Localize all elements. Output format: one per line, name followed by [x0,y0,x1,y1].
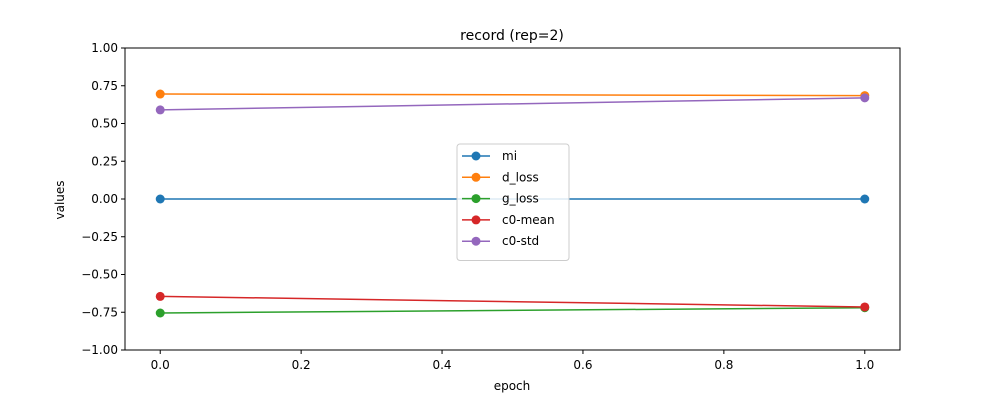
data-point-c0-std [155,105,165,115]
legend-marker-c0-std [471,236,481,246]
y-tick-label: −0.25 [81,230,118,244]
legend-label-c0-mean: c0-mean [502,213,555,227]
legend: mi d_loss g_loss c0-mean c0-std [456,143,570,261]
legend-marker-g_loss [471,194,481,204]
legend-marker-mi [471,151,481,161]
chart-title: record (rep=2) [460,28,564,44]
y-tick-label: −1.00 [81,343,118,357]
x-axis-label: epoch [494,379,531,393]
y-tick-label: −0.50 [81,268,118,282]
plot-area: 0.0 0.2 0.4 0.6 0.8 1.0 1.00 0.75 0.50 0.25 0.00 −0… [81,41,901,372]
series-line-c0-std [160,97,865,111]
legend-label-d_loss: d_loss [502,170,539,184]
data-point-c0-mean [860,302,870,312]
legend-label-mi: mi [502,149,517,163]
legend-marker-d_loss [471,172,481,182]
legend-box [456,143,570,261]
y-tick-label: 0.00 [91,192,118,206]
data-point-mi [860,194,870,204]
legend-label-g_loss: g_loss [502,192,539,206]
x-tick-label: 0.4 [432,358,451,372]
y-tick-label: 0.50 [91,117,118,131]
y-tick-label: 0.25 [91,154,118,168]
series-line-c0-mean [160,295,865,308]
x-tick-label: 0.2 [292,358,311,372]
legend-marker-c0-mean [471,215,481,225]
data-point-g_loss [155,308,165,318]
y-axis-label: values [53,180,67,219]
legend-label-c0-std: c0-std [502,234,539,248]
series-line-d_loss [160,93,865,97]
x-tick-label: 1.0 [855,358,874,372]
y-tick-label: 1.00 [91,41,118,55]
y-tick-label: 0.75 [91,79,118,93]
x-tick-label: 0.0 [151,358,170,372]
x-tick-label: 0.8 [714,358,733,372]
y-tick-label: −0.75 [81,305,118,319]
series-line-g_loss [160,306,865,314]
x-tick-label: 0.6 [573,358,592,372]
data-point-c0-std [860,93,870,103]
data-point-c0-mean [155,291,165,301]
data-point-d_loss [155,89,165,99]
data-point-mi [155,194,165,204]
